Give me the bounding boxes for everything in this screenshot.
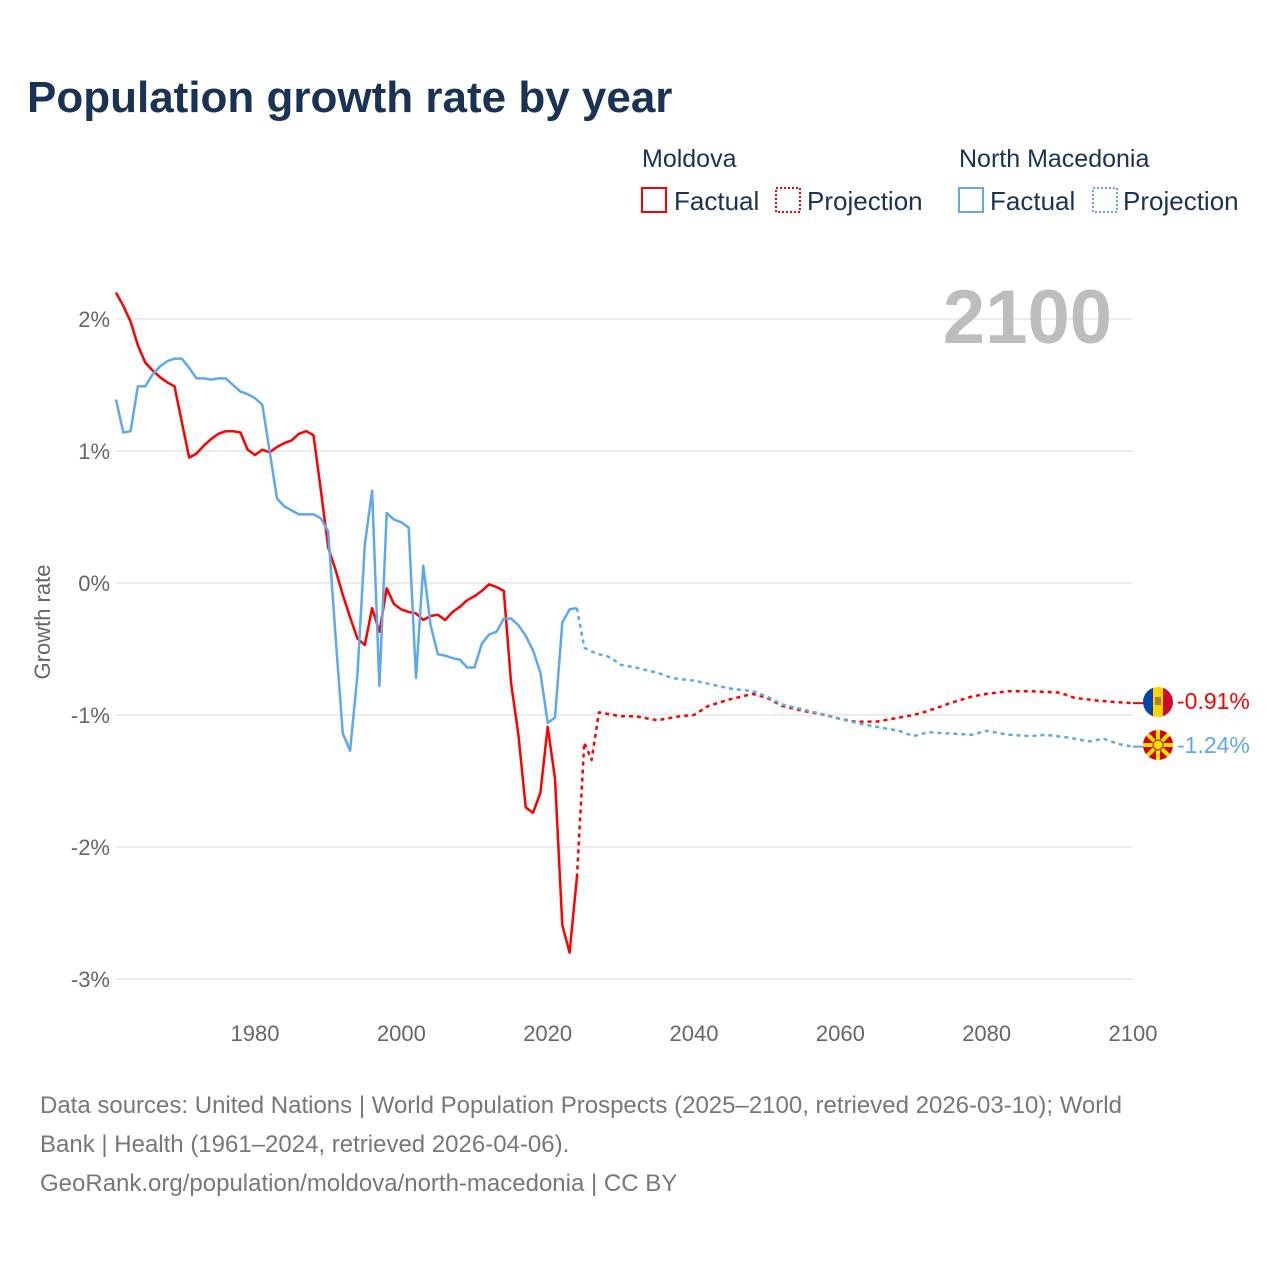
footer-sources-line1: Data sources: United Nations | World Pop… [40,1092,1122,1119]
legend-item-moldova-factual[interactable]: Factual [641,186,759,216]
moldova-projection-line [575,689,1134,878]
y-axis-ticks: 2% 1% 0% -1% -2% -3% [71,307,110,992]
footer-attribution-link[interactable]: GeoRank.org/population/moldova/north-mac… [40,1170,677,1197]
y-tick-label: -3% [71,967,110,992]
x-tick-label: 2080 [962,1021,1011,1046]
legend-swatch-dotted [775,187,801,213]
gridlines [116,318,1133,980]
moldova-factual-line [114,291,579,954]
legend-group-moldova: Moldova [642,145,737,173]
legend-item-moldova-projection[interactable]: Projection [775,186,923,216]
x-tick-label: 2000 [377,1021,426,1046]
north-macedonia-flag-icon [1143,730,1173,760]
y-axis-label: Growth rate [30,565,55,680]
y-tick-label: 1% [78,439,110,464]
y-tick-label: -1% [71,703,110,728]
moldova-flag-icon [1143,687,1173,717]
legend-label: Projection [807,186,923,216]
y-tick-label: -2% [71,835,110,860]
legend-item-north-macedonia-factual[interactable]: Factual [958,186,1075,216]
x-tick-label: 2040 [670,1021,719,1046]
footer-sources-line2: Bank | Health (1961–2024, retrieved 2026… [40,1131,569,1158]
series-lines [114,291,1144,954]
legend-label: Projection [1123,186,1239,216]
y-tick-label: 0% [78,571,110,596]
y-tick-label: 2% [78,307,110,332]
north-macedonia-projection-line [575,607,1134,748]
legend-swatch-dotted [1092,187,1118,213]
moldova-end-value: -0.91% [1177,688,1250,714]
legend-group-north-macedonia: North Macedonia [959,145,1149,173]
x-tick-label: 2020 [523,1021,572,1046]
legend: Moldova Factual Projection North Macedon… [641,145,1239,216]
x-tick-label: 2100 [1109,1021,1158,1046]
legend-swatch-solid [641,187,667,213]
legend-label: Factual [674,186,759,216]
x-tick-label: 1980 [231,1021,280,1046]
legend-label: Factual [990,186,1075,216]
north-macedonia-factual-line [114,357,578,752]
x-tick-label: 2060 [816,1021,865,1046]
legend-item-north-macedonia-projection[interactable]: Projection [1092,186,1239,216]
north-macedonia-end-value: -1.24% [1177,732,1250,758]
x-axis-ticks: 1980 2000 2020 2040 2060 2080 2100 [231,1021,1158,1046]
chart-title: Population growth rate by year [27,73,672,122]
current-year-display: 2100 [943,275,1112,360]
legend-swatch-solid [958,187,984,213]
